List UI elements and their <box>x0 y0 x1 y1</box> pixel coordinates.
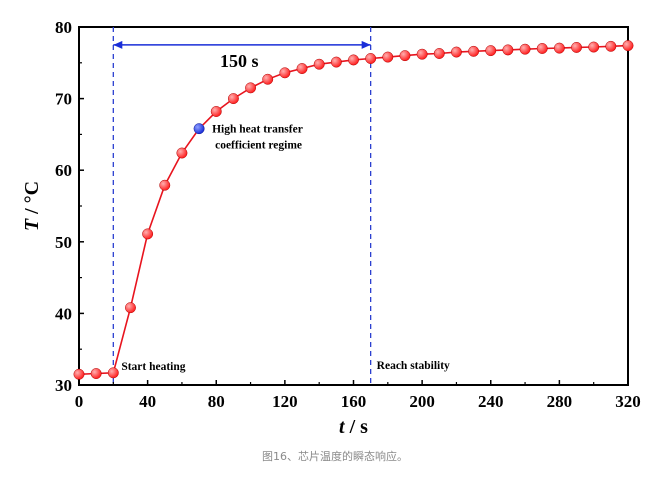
plot-area <box>78 26 629 386</box>
data-point <box>125 302 136 314</box>
y-tick-label: 50 <box>55 233 72 252</box>
x-tick-label: 240 <box>478 392 504 411</box>
data-series <box>73 40 634 380</box>
x-tick-label: 280 <box>547 392 573 411</box>
data-point <box>605 40 617 52</box>
data-point <box>622 40 634 52</box>
data-point <box>330 56 342 68</box>
data-point <box>468 45 480 57</box>
x-axis-variable: t <box>339 416 346 438</box>
data-point <box>142 228 154 240</box>
span-label: 150 s <box>220 51 259 71</box>
y-tick-label: 30 <box>55 376 72 395</box>
figure-caption: 图16、芯片温度的瞬态响应。 <box>262 450 408 463</box>
data-point <box>262 73 274 85</box>
x-tick-label: 160 <box>341 392 367 411</box>
y-tick-label: 60 <box>55 161 72 180</box>
x-tick-label: 200 <box>409 392 435 411</box>
y-tick-label: 80 <box>55 18 72 37</box>
regime-label-line2: coefficient regime <box>215 140 302 152</box>
data-point <box>571 41 582 53</box>
data-point <box>450 46 462 58</box>
data-point <box>536 43 548 54</box>
x-tick-label: 320 <box>615 392 641 411</box>
data-point <box>176 147 188 159</box>
data-point <box>279 67 291 79</box>
data-point <box>399 50 411 62</box>
axes: 0 40 80 120 160 200 240 280 320 30 40 50 60 70 80 <box>55 18 641 411</box>
x-tick-label: 0 <box>75 392 84 411</box>
y-axis-label: T / °C <box>21 181 43 231</box>
data-point <box>416 48 428 60</box>
data-point <box>313 58 325 70</box>
data-point <box>73 368 85 380</box>
y-tick-label: 40 <box>55 304 72 323</box>
y-axis-variable: T <box>21 218 43 231</box>
data-point <box>433 48 445 59</box>
data-point <box>107 367 119 379</box>
data-point <box>588 41 600 53</box>
data-point <box>210 106 222 117</box>
reach-stability-label: Reach stability <box>377 360 450 372</box>
plot-frame <box>78 26 629 386</box>
data-point <box>485 45 497 57</box>
data-point <box>365 53 377 64</box>
data-point <box>382 51 394 63</box>
highlight-point <box>193 123 205 135</box>
data-point <box>553 42 565 54</box>
start-heating-label: Start heating <box>121 361 185 373</box>
guide-lines <box>112 27 372 385</box>
x-tick-label: 120 <box>272 392 298 411</box>
y-axis-unit: / °C <box>21 181 43 219</box>
x-tick-label: 80 <box>208 392 225 411</box>
x-tick-label: 40 <box>139 392 156 411</box>
chart-canvas: 0 40 80 120 160 200 240 280 320 30 40 50 60 70 80 150 … <box>21 18 641 438</box>
data-point <box>227 93 239 105</box>
data-point <box>502 44 514 56</box>
data-point <box>159 179 171 191</box>
x-axis-unit: / s <box>345 416 369 438</box>
regime-label-line1: High heat transfer <box>212 124 303 136</box>
data-point <box>348 54 359 66</box>
y-tick-label: 70 <box>55 90 72 109</box>
data-point <box>245 82 257 94</box>
data-point <box>90 368 102 379</box>
x-axis-label: t / s <box>339 416 368 438</box>
data-point <box>296 63 308 74</box>
data-point <box>519 43 531 55</box>
